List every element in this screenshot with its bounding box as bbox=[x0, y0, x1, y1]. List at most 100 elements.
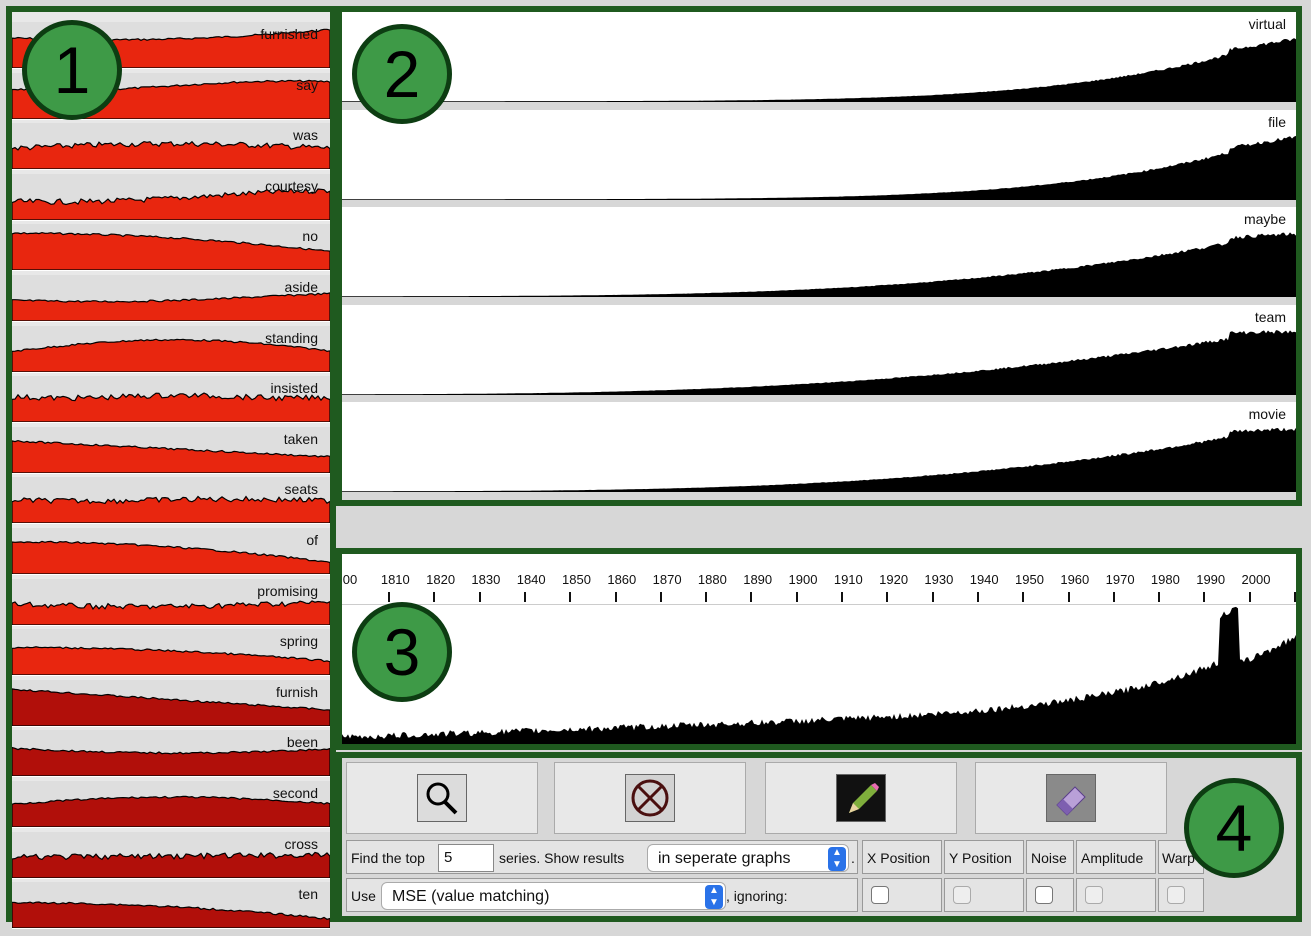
top-count-field[interactable]: 5 bbox=[438, 844, 494, 872]
baseline bbox=[342, 102, 1296, 110]
sidebar-series-item[interactable]: insisted bbox=[12, 376, 330, 424]
year-tick-mark bbox=[433, 592, 436, 602]
year-tick-mark bbox=[705, 592, 708, 602]
sidebar-series-item[interactable]: spring bbox=[12, 629, 330, 677]
result-graph[interactable]: virtual bbox=[342, 12, 1296, 110]
year-tick-label: 1900 bbox=[788, 572, 818, 587]
sidebar-series-item[interactable]: ten bbox=[12, 882, 330, 930]
updown-icon: ▲ ▼ bbox=[828, 847, 846, 871]
search-button[interactable] bbox=[346, 762, 538, 834]
find-top-label: Find the top bbox=[351, 850, 425, 866]
display-mode-value: in seperate graphs bbox=[658, 850, 791, 867]
year-tick-mark bbox=[1158, 592, 1161, 602]
year-tick-label: 1860 bbox=[607, 572, 637, 587]
sidebar-series-item[interactable]: been bbox=[12, 730, 330, 778]
x-position-checkbox[interactable] bbox=[871, 886, 889, 904]
header-y-position: Y Position bbox=[944, 840, 1024, 874]
result-graph[interactable]: movie bbox=[342, 402, 1296, 501]
year-tick-mark bbox=[478, 592, 481, 602]
period: . bbox=[851, 850, 855, 866]
year-tick-mark bbox=[1112, 592, 1115, 602]
results-panel: virtual file maybe team movie bbox=[336, 6, 1302, 506]
cell-noise bbox=[1026, 878, 1074, 912]
year-tick-mark bbox=[1294, 592, 1296, 602]
year-tick-mark bbox=[976, 592, 979, 602]
header-amplitude: Amplitude bbox=[1076, 840, 1156, 874]
y-position-checkbox[interactable] bbox=[953, 886, 971, 904]
year-tick-label: 1940 bbox=[969, 572, 999, 587]
year-tick-mark bbox=[388, 592, 390, 602]
sidebar-series-label: spring bbox=[279, 633, 318, 650]
sidebar-series-label: standing bbox=[265, 329, 318, 346]
year-tick-label: 1980 bbox=[1150, 572, 1180, 587]
year-tick-label: 2000 bbox=[1241, 572, 1271, 587]
result-series-label: team bbox=[1254, 308, 1286, 325]
year-tick-mark bbox=[1248, 592, 1251, 602]
cell-warp bbox=[1158, 878, 1204, 912]
query-panel[interactable]: 00 1810 1820 1830 1840 1850 1860 1870 1880 1890 19… bbox=[336, 548, 1302, 750]
year-tick-label: 00 bbox=[342, 572, 358, 587]
metric-value: MSE (value matching) bbox=[392, 888, 550, 905]
ignoring-label: , ignoring: bbox=[726, 888, 788, 904]
pencil-icon bbox=[836, 774, 886, 822]
cell-x-position bbox=[862, 878, 942, 912]
sidebar-series-item[interactable]: seats bbox=[12, 477, 330, 525]
sidebar-series-label: seats bbox=[284, 481, 318, 498]
query-sketch[interactable] bbox=[342, 604, 1296, 744]
warp-checkbox[interactable] bbox=[1167, 886, 1185, 904]
sidebar-series-item[interactable]: courtesy bbox=[12, 173, 330, 221]
sidebar-series-item[interactable]: cross bbox=[12, 831, 330, 879]
year-tick-label: 1840 bbox=[516, 572, 546, 587]
result-graph[interactable]: file bbox=[342, 109, 1296, 208]
sidebar-series-label: second bbox=[272, 785, 318, 801]
badge-3: 3 bbox=[352, 602, 452, 702]
cell-y-position bbox=[944, 878, 1024, 912]
sidebar-series-item[interactable]: taken bbox=[12, 426, 330, 474]
sidebar-series-item[interactable]: furnish bbox=[12, 679, 330, 727]
year-tick-mark bbox=[931, 592, 934, 602]
result-graph[interactable]: maybe bbox=[342, 207, 1296, 306]
sidebar-series-label: been bbox=[286, 734, 318, 751]
year-tick-mark bbox=[569, 592, 572, 602]
sidebar-series-item[interactable]: no bbox=[12, 224, 330, 272]
year-tick-label: 1960 bbox=[1060, 572, 1090, 587]
sidebar-series-item[interactable]: was bbox=[12, 123, 330, 171]
sidebar-series-item[interactable]: of bbox=[12, 528, 330, 575]
cell-amplitude bbox=[1076, 878, 1156, 912]
year-tick-mark bbox=[1203, 592, 1206, 602]
baseline bbox=[342, 199, 1296, 208]
display-mode-select[interactable]: in seperate graphs ▲ ▼ bbox=[647, 844, 849, 872]
sidebar-series-label: insisted bbox=[270, 380, 318, 397]
amplitude-checkbox[interactable] bbox=[1085, 886, 1103, 904]
year-tick-mark bbox=[886, 592, 889, 602]
clear-button[interactable] bbox=[554, 762, 746, 834]
eraser-button[interactable] bbox=[975, 762, 1167, 834]
pencil-button[interactable] bbox=[765, 762, 957, 834]
series-label: series. Show results bbox=[499, 850, 625, 866]
badge-2: 2 bbox=[352, 24, 452, 124]
sidebar-series-item[interactable]: second bbox=[12, 781, 330, 828]
sidebar-series-item[interactable]: promising bbox=[12, 578, 330, 626]
result-series-label: file bbox=[1268, 113, 1286, 130]
clear-icon bbox=[625, 774, 675, 822]
metric-select[interactable]: MSE (value matching) ▲ ▼ bbox=[381, 882, 726, 910]
year-tick-mark bbox=[1022, 592, 1025, 602]
result-series-label: maybe bbox=[1243, 211, 1286, 228]
year-tick-label: 1880 bbox=[697, 572, 727, 587]
sidebar-series-label: furnish bbox=[275, 683, 318, 700]
year-tick-label: 1920 bbox=[879, 572, 909, 587]
year-tick-label: 1930 bbox=[924, 572, 954, 587]
use-label: Use bbox=[351, 888, 376, 904]
sidebar-series-item[interactable]: standing bbox=[12, 325, 330, 373]
year-tick-mark bbox=[1067, 592, 1070, 602]
result-graph[interactable]: team bbox=[342, 304, 1296, 403]
baseline bbox=[342, 394, 1296, 403]
year-tick-label: 1820 bbox=[426, 572, 456, 587]
year-tick-label: 1910 bbox=[833, 572, 863, 587]
noise-checkbox[interactable] bbox=[1035, 886, 1053, 904]
sidebar-series-item[interactable]: aside bbox=[12, 275, 330, 322]
sidebar-series-label: promising bbox=[257, 582, 318, 599]
badge-1: 1 bbox=[22, 20, 122, 120]
year-tick-mark bbox=[614, 592, 617, 602]
badge-4: 4 bbox=[1184, 778, 1284, 878]
